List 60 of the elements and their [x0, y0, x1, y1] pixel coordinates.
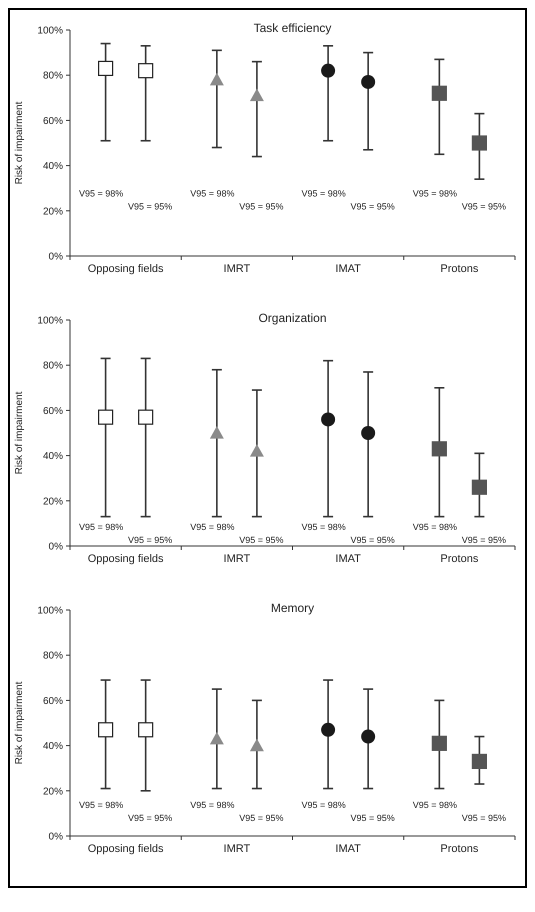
annotation: V95 = 95% [462, 201, 506, 212]
y-tick-label: 60% [42, 116, 64, 127]
x-tick-label: Protons [440, 553, 479, 565]
annotation: V95 = 95% [239, 201, 284, 212]
y-tick-label: 40% [42, 161, 64, 172]
chart-title: Organization [258, 311, 327, 325]
y-tick-label: 60% [42, 406, 64, 417]
annotation: V95 = 95% [128, 812, 172, 823]
y-tick-label: 40% [42, 451, 64, 462]
y-tick-label: 20% [42, 786, 64, 798]
annotation: V95 = 98% [79, 800, 124, 810]
y-tick-label: 40% [42, 741, 64, 752]
x-tick-label: IMRT [224, 843, 250, 855]
annotation: V95 = 98% [79, 522, 124, 532]
annotation: V95 = 98% [412, 188, 458, 198]
x-tick-label: Opposing fields [88, 263, 164, 275]
annotation: V95 = 98% [190, 800, 235, 810]
annotation: V95 = 95% [350, 812, 395, 823]
annotation: V95 = 95% [128, 535, 172, 546]
annotation: V95 = 98% [302, 188, 346, 198]
y-axis-title: Risk of impairment [14, 681, 25, 764]
y-tick-label: 80% [42, 70, 64, 82]
annotation: V95 = 95% [239, 812, 284, 823]
chart-title: Memory [270, 601, 314, 615]
annotation: V95 = 95% [239, 535, 284, 546]
annotation: V95 = 98% [79, 188, 124, 198]
y-tick-label: 80% [42, 650, 64, 662]
y-tick-label: 20% [42, 496, 64, 508]
y-tick-label: 60% [42, 696, 64, 707]
annotation: V95 = 95% [350, 201, 395, 212]
y-tick-label: 20% [42, 206, 64, 218]
x-tick-label: IMRT [224, 553, 250, 565]
annotation: V95 = 98% [412, 522, 458, 532]
y-tick-label: 0% [48, 542, 64, 552]
annotation: V95 = 95% [128, 201, 172, 212]
x-tick-label: Opposing fields [88, 843, 164, 855]
annotation: V95 = 95% [462, 812, 506, 823]
y-axis-title: Risk of impairment [14, 391, 25, 474]
annotation: V95 = 98% [412, 800, 458, 810]
y-axis-title: Risk of impairment [14, 101, 25, 184]
annotation: V95 = 95% [350, 535, 395, 546]
x-tick-label: Protons [440, 843, 479, 855]
annotation: V95 = 98% [302, 522, 346, 532]
x-tick-label: Protons [440, 263, 479, 275]
y-tick-label: 0% [48, 832, 64, 842]
annotation: V95 = 98% [190, 522, 235, 532]
x-tick-label: IMAT [335, 553, 362, 565]
x-tick-label: IMAT [335, 843, 362, 855]
x-tick-label: IMAT [335, 263, 362, 275]
y-tick-label: 100% [37, 316, 64, 326]
y-tick-label: 0% [48, 252, 64, 262]
chart-title: Task efficiency [254, 21, 332, 35]
x-tick-label: IMRT [224, 263, 250, 275]
y-tick-label: 80% [42, 360, 64, 372]
y-tick-label: 100% [37, 26, 64, 36]
annotation: V95 = 95% [462, 535, 506, 546]
y-tick-label: 100% [37, 606, 64, 616]
annotation: V95 = 98% [190, 188, 235, 198]
annotation: V95 = 98% [302, 800, 346, 810]
x-tick-label: Opposing fields [88, 553, 164, 565]
